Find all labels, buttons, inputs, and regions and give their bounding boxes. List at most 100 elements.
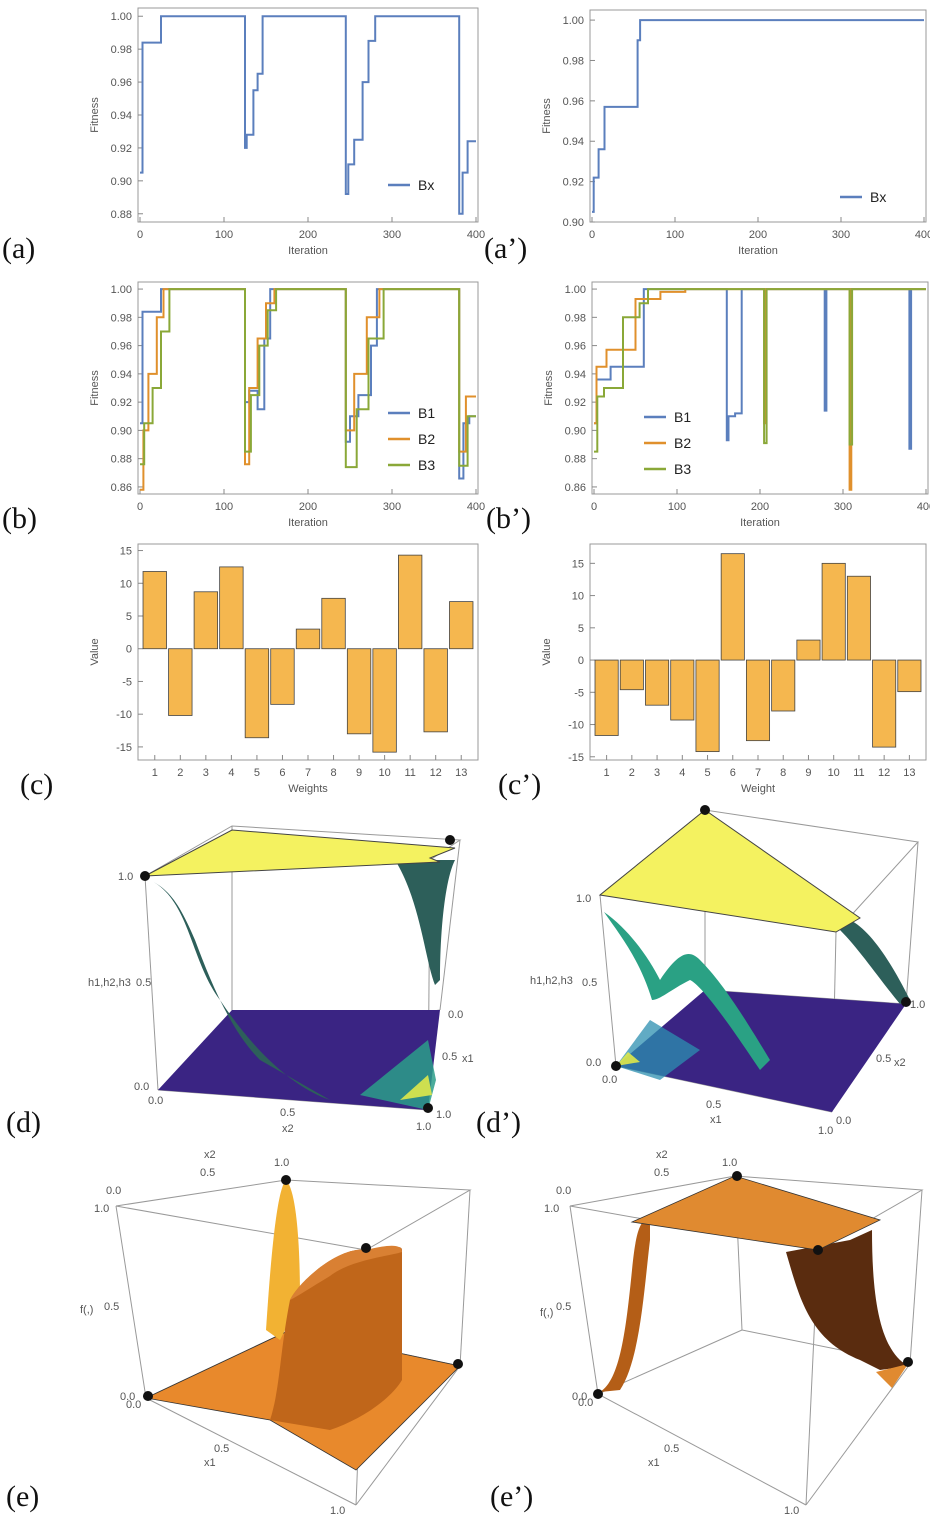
chart-a2-ytick-label: 0.90 bbox=[563, 217, 584, 229]
chart-b-ytick-label: 0.94 bbox=[111, 369, 132, 381]
panel-letter-e-prime: (e’) bbox=[490, 1480, 534, 1513]
chart-b-ylabel: Fitness bbox=[89, 370, 101, 406]
surface-e-x2-tick-1: 1.0 bbox=[274, 1157, 289, 1169]
chart-c2-bar-13 bbox=[897, 659, 922, 693]
chart-c2-ytick-label: 10 bbox=[572, 591, 584, 603]
chart-a-ytick-label: 0.94 bbox=[111, 110, 132, 122]
chart-b2-legend-label-B1: B1 bbox=[674, 409, 691, 425]
chart-a-ytick-label: 1.00 bbox=[111, 11, 132, 23]
chart-a-xtick-label: 400 bbox=[467, 229, 485, 241]
chart-a2-xtick-label: 100 bbox=[666, 229, 684, 241]
surface-d-floor bbox=[158, 1010, 440, 1110]
surface-d-prime-right-sheet bbox=[840, 920, 910, 1004]
chart-b-series-B3 bbox=[140, 288, 476, 469]
surface-d-prime-curve-sheet bbox=[604, 912, 770, 1070]
chart-c-bar-1 bbox=[142, 571, 167, 650]
chart-b-xtick-label: 0 bbox=[137, 501, 143, 513]
surface-e-z-tick-05: 0.5 bbox=[104, 1301, 119, 1313]
chart-c-bar-4 bbox=[219, 566, 244, 650]
chart-a-xtick-label: 300 bbox=[383, 229, 401, 241]
surface-d-vertex-3 bbox=[423, 1103, 433, 1113]
chart-c-ytick-label: 15 bbox=[120, 546, 132, 558]
chart-b-ytick-label: 0.90 bbox=[111, 425, 132, 437]
surface-d-top-plane bbox=[144, 829, 456, 877]
chart-b-xlabel: Iteration bbox=[288, 517, 328, 529]
chart-c-xtick-label: 13 bbox=[455, 767, 467, 779]
chart-b-xtick-label: 100 bbox=[215, 501, 233, 513]
chart-b2-series-B2 bbox=[594, 288, 926, 491]
chart-c-bar-11 bbox=[398, 554, 423, 650]
chart-c2-bar-2 bbox=[619, 659, 644, 691]
surface-e-prime-x1-label: x1 bbox=[648, 1457, 660, 1469]
chart-c-xtick-label: 10 bbox=[378, 767, 390, 779]
chart-b-legend-label-B3: B3 bbox=[418, 457, 435, 473]
chart-a2-ytick-label: 1.00 bbox=[563, 15, 584, 27]
chart-b2-ytick-label: 0.92 bbox=[565, 397, 586, 409]
chart-c-bar-6 bbox=[270, 648, 295, 705]
panel-letter-c-prime: (c’) bbox=[498, 768, 542, 801]
chart-c-ytick-label: 0 bbox=[126, 644, 132, 656]
chart-b2-ylabel: Fitness bbox=[543, 370, 555, 406]
surface-e-x2-tick-0: 0.0 bbox=[106, 1185, 121, 1197]
panel-letter-c: (c) bbox=[20, 768, 54, 801]
surface-d-x1-label: x1 bbox=[462, 1053, 474, 1065]
surface-e-vertex-4 bbox=[453, 1359, 463, 1369]
chart-c2-xtick-label: 12 bbox=[878, 767, 890, 779]
chart-c-xtick-label: 1 bbox=[152, 767, 158, 779]
panel-letter-a: (a) bbox=[2, 232, 36, 265]
surface-d-prime-x1-tick-0: 0.0 bbox=[602, 1074, 617, 1086]
chart-a-xtick-label: 100 bbox=[215, 229, 233, 241]
surface-e-prime-x2-tick-0: 0.0 bbox=[556, 1185, 571, 1197]
surface-d-prime-floor-glow-yellow bbox=[616, 1052, 640, 1066]
chart-c2-xtick-label: 1 bbox=[604, 767, 610, 779]
chart-a2-legend-label-Bx: Bx bbox=[870, 189, 886, 205]
chart-c-xtick-label: 4 bbox=[228, 767, 234, 779]
chart-c-bar-10 bbox=[372, 648, 397, 753]
chart-a-xtick-label: 200 bbox=[299, 229, 317, 241]
chart-c2-ylabel: Value bbox=[541, 638, 553, 665]
surface-e-z-tick-0: 0.0 bbox=[120, 1391, 135, 1403]
surface-e-prime-x2-tick-05: 0.5 bbox=[654, 1167, 669, 1179]
surface-d-prime-x2-tick-05: 0.5 bbox=[876, 1053, 891, 1065]
chart-c-ytick-label: 5 bbox=[126, 611, 132, 623]
chart-c2-xtick-label: 7 bbox=[755, 767, 761, 779]
surface-e-prime-x2-tick-1: 1.0 bbox=[722, 1157, 737, 1169]
chart-c2-bar-9 bbox=[796, 639, 821, 661]
surface-d-prime-vertex-3 bbox=[611, 1061, 621, 1071]
chart-c-xtick-label: 9 bbox=[356, 767, 362, 779]
surface-d-prime-x2-tick-0: 0.0 bbox=[836, 1115, 851, 1127]
surface-e-prime-z-label: f(,) bbox=[540, 1307, 553, 1319]
chart-c2-ytick-label: 5 bbox=[578, 623, 584, 635]
surface-e-prime-z-tick-05: 0.5 bbox=[556, 1301, 571, 1313]
chart-a2-xtick-label: 200 bbox=[749, 229, 767, 241]
chart-c2-xtick-label: 6 bbox=[730, 767, 736, 779]
chart-c-ytick-label: 10 bbox=[120, 578, 132, 590]
surface-e-x1-tick-1: 1.0 bbox=[330, 1505, 345, 1517]
chart-c2-xtick-label: 4 bbox=[679, 767, 685, 779]
chart-a-ytick-label: 0.98 bbox=[111, 44, 132, 56]
chart-a2-ytick-label: 0.98 bbox=[563, 55, 584, 67]
surface-d-z-label: h1,h2,h3 bbox=[88, 977, 131, 989]
surface-e-prime-x2-label: x2 bbox=[656, 1149, 668, 1161]
chart-b2-xtick-label: 200 bbox=[751, 501, 769, 513]
surface-d-x2-label: x2 bbox=[282, 1123, 294, 1135]
surface-e-vertex-2 bbox=[361, 1243, 371, 1253]
surface-d-x1-tick-05: 0.5 bbox=[442, 1051, 457, 1063]
surface-e-x2-label: x2 bbox=[204, 1149, 216, 1161]
surface-e-prime-left-wall bbox=[600, 1218, 650, 1392]
chart-c2-xtick-label: 9 bbox=[805, 767, 811, 779]
chart-b2-xtick-label: 400 bbox=[917, 501, 930, 513]
chart-b2-xtick-label: 100 bbox=[668, 501, 686, 513]
chart-c-xlabel: Weights bbox=[288, 783, 328, 795]
chart-c-ytick-label: -5 bbox=[122, 676, 132, 688]
chart-c2-bar-4 bbox=[670, 659, 695, 721]
chart-b2-ytick-label: 0.96 bbox=[565, 341, 586, 353]
panel-letter-b-prime: (b’) bbox=[486, 502, 531, 535]
chart-c2-xtick-label: 10 bbox=[828, 767, 840, 779]
chart-a2-xtick-label: 400 bbox=[915, 229, 930, 241]
surface-e-vertex-1 bbox=[281, 1175, 291, 1185]
surface-d-prime-z-tick-05: 0.5 bbox=[582, 977, 597, 989]
